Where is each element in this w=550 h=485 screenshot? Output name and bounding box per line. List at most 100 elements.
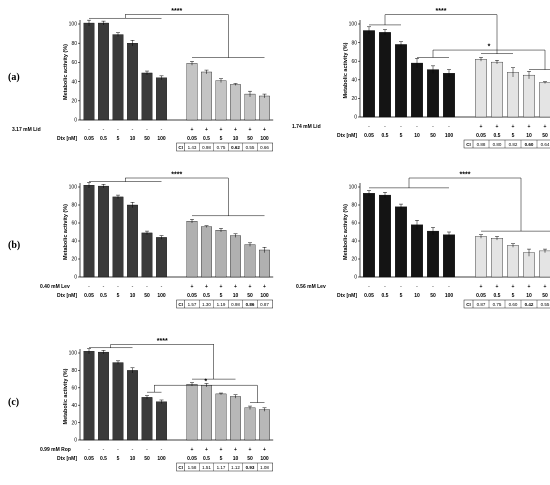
ci-value: 0.75: [217, 145, 226, 150]
ci-value: 0.66: [260, 145, 269, 150]
dose-tick-label: 50: [542, 293, 548, 299]
bar: [259, 249, 270, 278]
dose-tick-label: 0.5: [382, 133, 389, 139]
ci-value: 0.88: [477, 142, 486, 147]
ci-label: CI: [466, 302, 471, 307]
drug-sign: +: [220, 447, 223, 453]
drug-sign: -: [103, 447, 105, 453]
bar: [539, 82, 550, 118]
bar: [156, 237, 167, 278]
bar: [379, 194, 391, 278]
y-tick-label: 60: [351, 221, 357, 227]
bar: [156, 77, 167, 121]
bar: [363, 193, 375, 278]
dose-tick-label: 0.5: [100, 293, 107, 299]
ci-value: 0.75: [493, 302, 502, 307]
drug-sign: -: [384, 124, 386, 130]
y-tick-label: 60: [351, 59, 357, 65]
ci-table-border: [176, 462, 273, 472]
bar: [98, 22, 109, 121]
dose-tick-label: 0.05: [476, 133, 486, 139]
drug-sign: +: [263, 284, 266, 290]
bar: [127, 370, 138, 441]
dose-tick-label: 10: [233, 456, 239, 462]
ci-value: 0.55: [246, 145, 255, 150]
drug-sign: +: [205, 284, 208, 290]
dtx-row-label: Dtx [nM]: [337, 133, 357, 139]
y-tick-label: 80: [351, 40, 357, 46]
dose-tick-label: 5: [220, 456, 223, 462]
bar: [230, 84, 241, 121]
dose-tick-label: 50: [430, 133, 436, 139]
bar: [201, 71, 212, 121]
drug-sign: -: [117, 284, 119, 290]
bar: [127, 204, 138, 278]
ci-value: 1.19: [217, 302, 226, 307]
bar: [475, 236, 487, 278]
drug-sign: +: [191, 284, 194, 290]
drug-sign: +: [528, 284, 531, 290]
ci-value: 0.62: [231, 145, 240, 150]
bar: [427, 69, 439, 118]
bar: [259, 409, 270, 441]
bar: [507, 72, 519, 118]
bar: [244, 407, 256, 441]
dose-tick-label: 5: [117, 293, 120, 299]
dose-tick-label: 50: [247, 293, 253, 299]
drug-sign: -: [448, 284, 450, 290]
drug-sign: +: [205, 127, 208, 133]
bar: [83, 185, 95, 278]
drug-sign: -: [432, 124, 434, 130]
bar: [230, 235, 241, 278]
drug-sign: +: [249, 284, 252, 290]
significance-label: *: [204, 379, 207, 386]
dose-tick-label: 5: [512, 133, 515, 139]
bar: [523, 252, 535, 278]
y-tick-label: 0: [74, 118, 77, 124]
drug-sign: -: [132, 127, 134, 133]
bar: [411, 224, 423, 278]
dose-tick-label: 50: [247, 136, 253, 142]
dose-tick-label: 0.05: [187, 136, 197, 142]
bar: [201, 385, 212, 441]
y-tick-label: 0: [354, 115, 357, 121]
chart-panel-a-left: 0 20 40 60 80 100 Metabolic activity (%) **** 3.…: [12, 8, 274, 152]
ci-value: 1.17: [217, 465, 226, 470]
ci-value: 1.43: [188, 145, 197, 150]
significance-label: *: [488, 44, 491, 51]
dose-tick-label: 0.5: [100, 456, 107, 462]
drug-sign: -: [88, 447, 90, 453]
ci-value: 0.87: [260, 302, 269, 307]
bar: [395, 206, 407, 278]
significance-label: ****: [157, 338, 168, 345]
ci-table-border: [176, 299, 273, 309]
drug-sign: +: [528, 124, 531, 130]
drug-sign: -: [117, 447, 119, 453]
bar: [215, 80, 227, 121]
row-label-a: (a): [8, 72, 20, 83]
ci-value: 1.12: [231, 465, 240, 470]
drug-sign: +: [544, 284, 547, 290]
drug-sign: -: [400, 124, 402, 130]
drug-sign: -: [146, 127, 148, 133]
ci-label: CI: [178, 465, 183, 470]
bar: [230, 396, 241, 441]
bar: [127, 43, 138, 121]
ci-table-border: [176, 142, 273, 152]
drug-sign: +: [512, 284, 515, 290]
drug-sign: +: [544, 124, 547, 130]
ci-value: 1.08: [260, 465, 269, 470]
y-axis-title: Metabolic activity (%): [63, 368, 69, 424]
drug-sign: +: [205, 447, 208, 453]
dose-tick-label: 100: [260, 456, 269, 462]
y-tick-label: 100: [349, 22, 358, 28]
drug-sign: -: [400, 284, 402, 290]
ci-value: 0.82: [509, 142, 518, 147]
drug-sign: +: [496, 284, 499, 290]
dose-tick-label: 0.05: [364, 293, 374, 299]
dose-tick-label: 5: [220, 136, 223, 142]
bar: [141, 397, 153, 441]
bar: [427, 230, 439, 278]
drug-sign: -: [161, 127, 163, 133]
bar: [491, 61, 503, 118]
